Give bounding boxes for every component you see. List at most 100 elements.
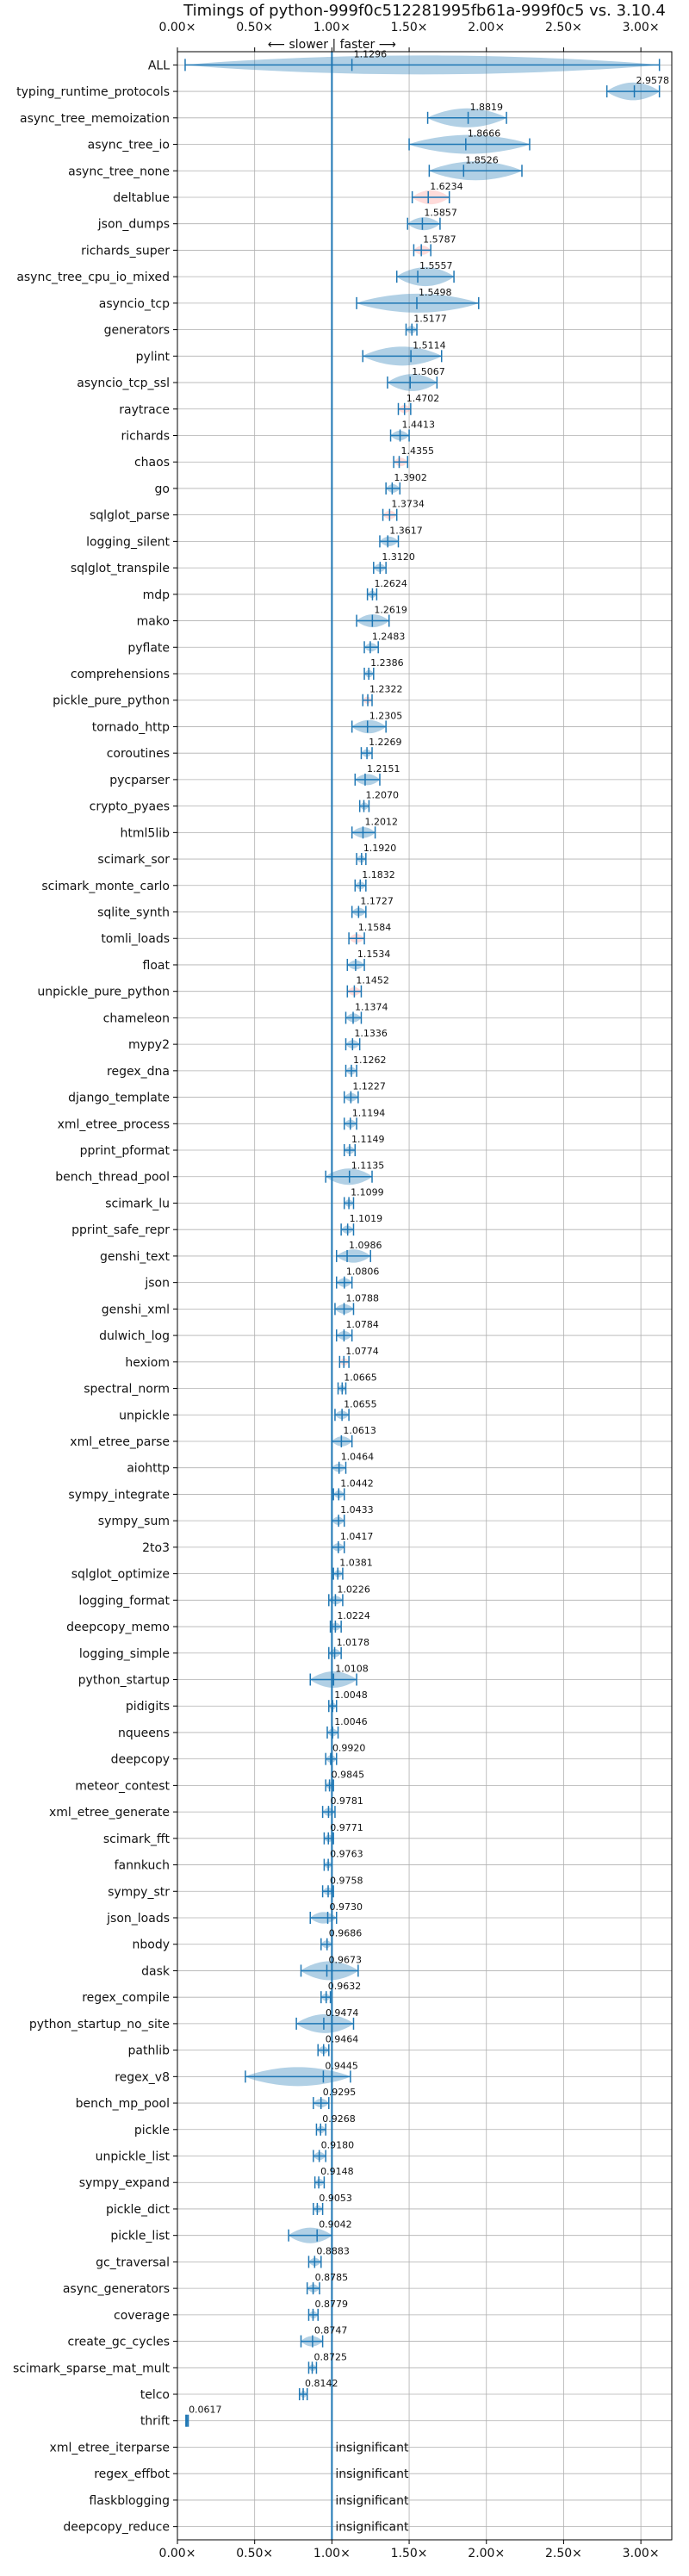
category-label: fannkuch	[115, 1859, 170, 1873]
category-label: sqlglot_optimize	[71, 1568, 170, 1582]
value-label: 1.6234	[430, 181, 463, 192]
value-label: 0.8747	[314, 2325, 348, 2336]
category-label: deepcopy_reduce	[63, 2521, 170, 2535]
value-label: 1.2269	[369, 737, 402, 748]
category-label: sympy_str	[108, 1885, 170, 1899]
category-label: genshi_text	[100, 1250, 171, 1264]
category-label: sqlglot_transpile	[71, 562, 170, 576]
value-label: 1.0806	[346, 1266, 380, 1278]
x-tick-label-bottom: 0.50×	[236, 2547, 273, 2560]
value-label: 1.1452	[356, 975, 389, 986]
value-label: 1.8819	[470, 102, 504, 113]
direction-annotation: ⟵ slower | faster ⟶	[268, 38, 396, 52]
category-label: float	[143, 959, 171, 973]
value-label: 1.1920	[363, 843, 397, 854]
value-label: 1.5787	[423, 233, 456, 245]
value-label: 1.5067	[412, 366, 444, 377]
x-tick-label-bottom: 0.00×	[159, 2547, 196, 2560]
insignificant-label: insignificant	[335, 2441, 409, 2455]
category-label: typing_runtime_protocols	[16, 85, 170, 99]
category-label: genshi_xml	[102, 1303, 170, 1316]
value-label: 1.0613	[343, 1425, 376, 1436]
x-tick-label-bottom: 2.00×	[468, 2547, 505, 2560]
category-label: unpickle_list	[96, 2150, 171, 2164]
value-label: 0.9042	[319, 2219, 352, 2231]
value-label: 1.0178	[337, 1637, 370, 1648]
value-label: 0.9148	[320, 2166, 354, 2177]
category-label: tornado_http	[92, 720, 170, 734]
category-label: dulwich_log	[99, 1329, 170, 1343]
value-label: 1.1019	[350, 1213, 383, 1224]
value-label: 0.8779	[314, 2299, 348, 2310]
category-label: async_tree_io	[88, 139, 170, 152]
chart-title: Timings of python-999f0c512281995fb61a-9…	[183, 2, 666, 20]
value-label: 1.3902	[394, 472, 427, 483]
value-label: 0.9686	[329, 1928, 363, 1939]
value-label: 1.1262	[353, 1055, 387, 1066]
value-label: 1.4355	[400, 445, 434, 457]
value-label: 0.9758	[330, 1875, 363, 1886]
category-label: coverage	[114, 2309, 170, 2323]
category-label: async_tree_cpu_io_mixed	[16, 271, 170, 284]
value-label: 1.0417	[340, 1531, 374, 1542]
value-label: 0.9771	[330, 1822, 363, 1833]
value-label: 1.1135	[351, 1160, 385, 1172]
category-label: hexiom	[125, 1356, 170, 1370]
value-label: 0.9632	[328, 1981, 362, 1992]
value-label: 1.8666	[468, 128, 501, 140]
x-tick-label-top: 1.00×	[313, 21, 351, 34]
value-label: 1.5557	[419, 260, 453, 271]
value-label: 1.0048	[334, 1689, 368, 1701]
value-label: 1.1099	[351, 1186, 384, 1198]
value-label: 0.9295	[323, 2087, 357, 2098]
category-label: deepcopy_memo	[66, 1621, 170, 1634]
category-label: flaskblogging	[89, 2494, 170, 2508]
x-tick-label-top: 0.00×	[159, 21, 196, 34]
x-tick-label-top: 1.50×	[391, 21, 428, 34]
category-label: pycparser	[109, 774, 170, 787]
category-label: json	[144, 1277, 170, 1291]
value-label: 1.1194	[352, 1107, 386, 1118]
category-label: async_tree_none	[68, 165, 170, 178]
category-label: pickle	[134, 2124, 170, 2137]
value-label: 1.0381	[339, 1558, 373, 1569]
category-label: nqueens	[118, 1727, 170, 1740]
category-label: regex_compile	[82, 1991, 170, 2005]
value-label: 1.0226	[337, 1584, 370, 1595]
category-label: pidigits	[126, 1700, 170, 1714]
category-label: dask	[141, 1964, 171, 1978]
value-label: 1.1296	[354, 48, 388, 59]
category-label: json_dumps	[97, 218, 170, 232]
category-label: python_startup	[78, 1673, 170, 1687]
value-label: 1.0442	[340, 1478, 374, 1489]
category-label: scimark_fft	[103, 1832, 171, 1846]
category-label: coroutines	[107, 747, 170, 761]
category-label: richards_super	[81, 244, 170, 258]
category-label: bench_mp_pool	[76, 2097, 170, 2111]
category-label: pyflate	[127, 641, 170, 655]
category-label: 2to3	[142, 1541, 170, 1555]
category-label: regex_dna	[107, 1065, 170, 1079]
category-label: chameleon	[103, 1011, 170, 1025]
category-label: richards	[121, 429, 171, 443]
x-tick-label-top: 3.00×	[623, 21, 660, 34]
insignificant-label: insignificant	[335, 2494, 409, 2508]
category-label: aiohttp	[127, 1462, 170, 1476]
category-label: django_template	[68, 1092, 170, 1105]
value-label: 0.9268	[322, 2113, 356, 2125]
plot-marks	[184, 52, 661, 2540]
x-tick-label-top: 2.50×	[545, 21, 582, 34]
category-label: raytrace	[119, 403, 170, 417]
value-label: 1.2483	[372, 631, 406, 642]
value-label: 1.2070	[366, 790, 400, 801]
category-label: pickle_dict	[106, 2203, 171, 2217]
category-label: unpickle_pure_python	[37, 986, 170, 999]
category-label: async_tree_memoization	[20, 112, 170, 126]
value-label: 1.2305	[369, 710, 403, 721]
value-label: 1.5177	[413, 314, 447, 325]
value-label: 1.2151	[367, 763, 400, 775]
category-label: python_startup_no_site	[29, 2018, 170, 2032]
value-label: 1.1832	[362, 869, 395, 880]
value-label: 1.3120	[382, 551, 415, 563]
